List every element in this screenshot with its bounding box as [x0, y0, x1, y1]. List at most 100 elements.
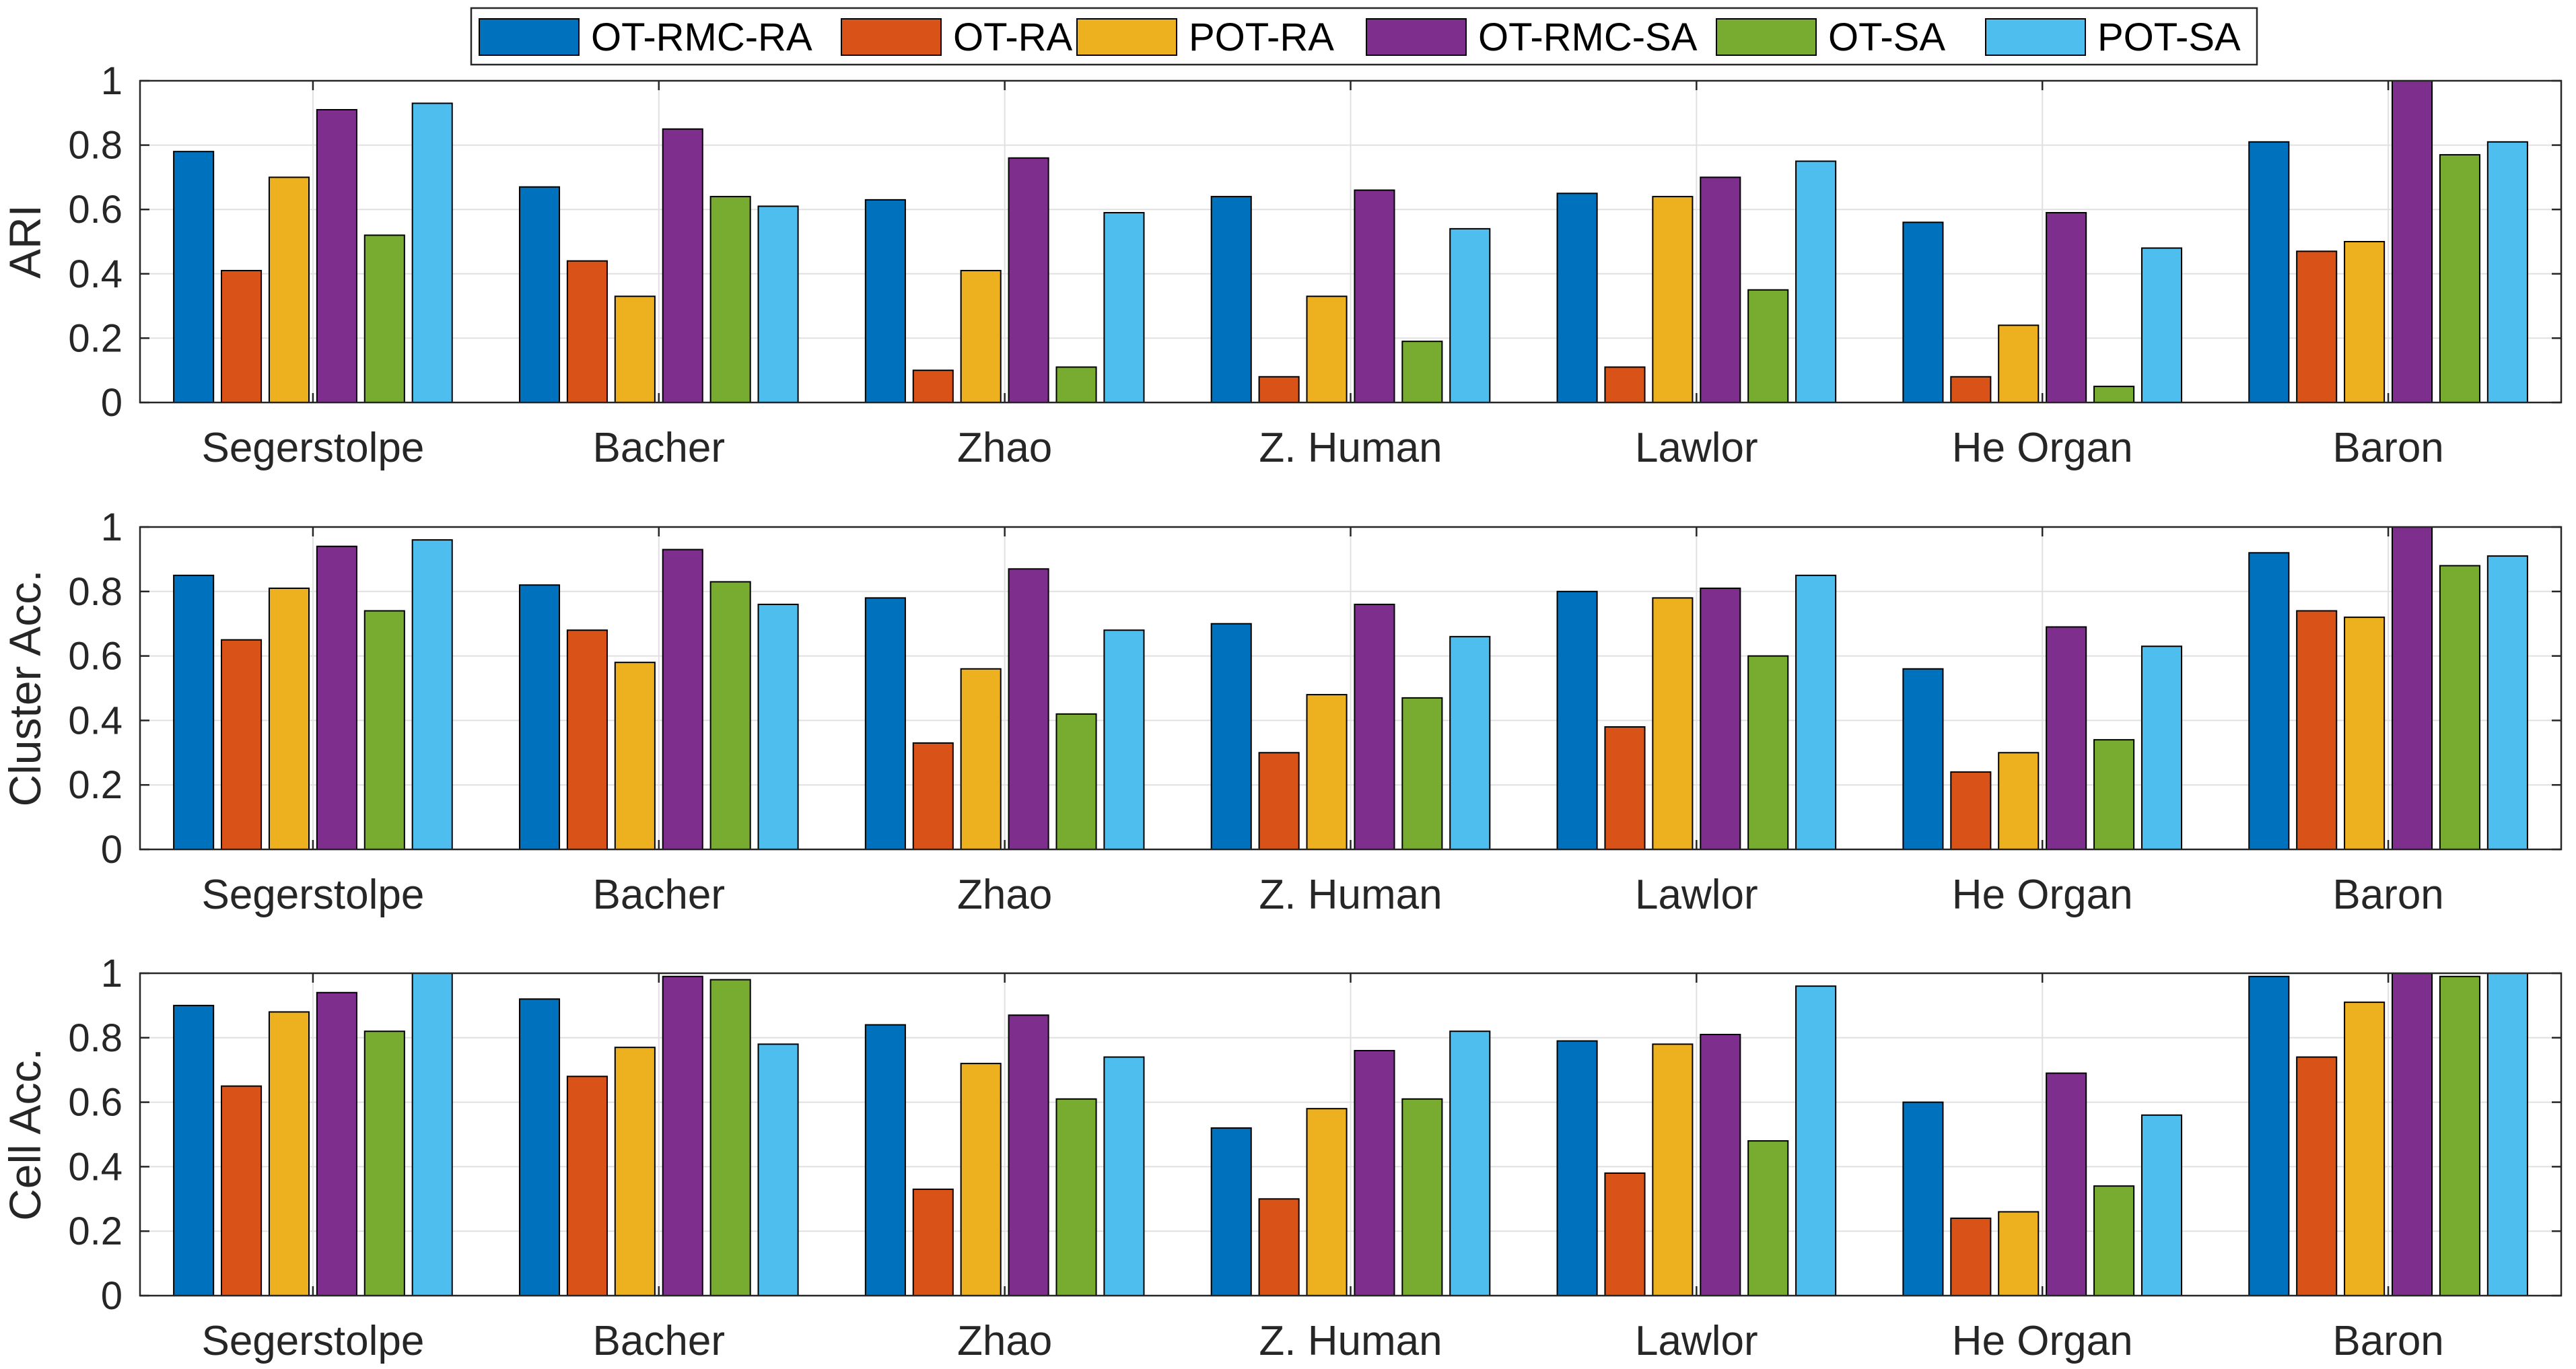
- bar-ot-rmc-ra-baron: [2248, 552, 2290, 850]
- bar-pot-sa-baron: [2486, 973, 2528, 1296]
- bar-ot-rmc-ra-z-human: [1210, 623, 1252, 850]
- bar-pot-ra-lawlor: [1652, 196, 1694, 403]
- bar-pot-sa-baron: [2486, 141, 2528, 403]
- bar-ot-sa-segerstolpe: [363, 234, 405, 403]
- legend-swatch-ot-sa: [1716, 18, 1817, 56]
- x-tick-label-baron: Baron: [2332, 872, 2443, 918]
- x-tick-label-zhao: Zhao: [957, 1318, 1052, 1364]
- bar-ot-sa-zhao: [1055, 713, 1097, 850]
- bar-pot-ra-baron: [2344, 241, 2386, 403]
- legend-swatch-ot-rmc-sa: [1366, 18, 1467, 56]
- bar-ot-rmc-sa-zhao: [1008, 157, 1049, 403]
- bar-ot-rmc-ra-bacher: [518, 998, 561, 1296]
- x-tick-label-z-human: Z. Human: [1259, 425, 1442, 471]
- series-ot-sa: [363, 975, 2480, 1297]
- x-tick-label-he-organ: He Organ: [1952, 1318, 2133, 1364]
- x-tick-label-segerstolpe: Segerstolpe: [201, 872, 424, 918]
- legend-entry-ot-rmc-sa: OT-RMC-SA: [1366, 15, 1698, 59]
- y-tick-label: 0: [101, 1274, 123, 1318]
- bar-pot-ra-lawlor: [1652, 597, 1694, 850]
- bar-pot-sa-he-organ: [2140, 645, 2183, 850]
- bar-ot-ra-z-human: [1258, 1198, 1300, 1297]
- bar-ot-sa-baron: [2439, 975, 2480, 1297]
- series-ot-sa: [363, 565, 2480, 851]
- y-tick-label: 0.2: [68, 316, 123, 360]
- series-ot-ra: [221, 610, 2338, 851]
- bar-ot-ra-he-organ: [1950, 1218, 1992, 1297]
- panel-cluster-acc: 0 0.2 0.4 0.6 0.8 1 Segerstolpe Bacher Zhao Z. Hu…: [0, 505, 2563, 918]
- bar-ot-ra-segerstolpe: [221, 639, 263, 851]
- series-pot-sa: [411, 539, 2528, 851]
- bar-ot-rmc-ra-bacher: [518, 186, 561, 403]
- bar-ot-rmc-ra-zhao: [864, 199, 906, 403]
- legend-swatch-pot-sa: [1985, 18, 2086, 56]
- legend-entry-ot-rmc-ra: OT-RMC-RA: [479, 15, 812, 59]
- legend-entry-ot-ra: OT-RA: [841, 15, 1073, 59]
- bar-ot-rmc-sa-lawlor: [1700, 1034, 1741, 1296]
- bar-ot-rmc-ra-he-organ: [1902, 668, 1944, 850]
- bar-ot-sa-zhao: [1055, 1098, 1097, 1297]
- x-tick-label-baron: Baron: [2332, 425, 2443, 471]
- x-tick-label-he-organ: He Organ: [1952, 872, 2133, 918]
- bar-ot-rmc-sa-z-human: [1354, 603, 1395, 851]
- y-tick-label: 0.2: [68, 763, 123, 807]
- bar-pot-sa-he-organ: [2140, 247, 2183, 403]
- series-ot-sa: [363, 153, 2480, 404]
- bar-ot-rmc-ra-lawlor: [1556, 590, 1598, 850]
- bar-pot-ra-segerstolpe: [268, 588, 310, 850]
- x-tick-label-zhao: Zhao: [957, 872, 1052, 918]
- bar-ot-sa-bacher: [709, 196, 751, 403]
- bar-ot-sa-he-organ: [2093, 739, 2135, 851]
- bar-ot-sa-lawlor: [1747, 289, 1789, 404]
- bar-ot-sa-bacher: [709, 581, 751, 850]
- bar-ot-ra-lawlor: [1604, 1172, 1646, 1296]
- bar-ot-rmc-sa-he-organ: [2046, 1072, 2087, 1296]
- bar-ot-rmc-sa-baron: [2391, 80, 2433, 403]
- bar-ot-sa-baron: [2439, 565, 2480, 850]
- y-tick-label: 0.4: [68, 699, 123, 742]
- bar-ot-rmc-ra-he-organ: [1902, 1101, 1944, 1296]
- y-tick-label: 0.8: [68, 124, 123, 168]
- bar-pot-sa-z-human: [1449, 635, 1491, 850]
- bar-ot-rmc-sa-bacher: [662, 128, 703, 403]
- bar-pot-sa-bacher: [757, 603, 799, 851]
- y-tick-label: 0.4: [68, 252, 123, 296]
- x-tick-label-segerstolpe: Segerstolpe: [201, 425, 424, 471]
- y-tick-label: 0: [101, 381, 123, 425]
- panel-cell-acc: 0 0.2 0.4 0.6 0.8 1 Segerstolpe Bacher Zhao Z. Hu…: [0, 952, 2563, 1364]
- bar-ot-ra-zhao: [912, 1188, 954, 1297]
- series-ot-rmc-sa: [316, 80, 2433, 404]
- x-tick-label-baron: Baron: [2332, 1318, 2443, 1364]
- bar-ot-sa-z-human: [1401, 697, 1443, 850]
- bar-ot-ra-he-organ: [1950, 376, 1992, 404]
- bar-pot-sa-zhao: [1103, 211, 1145, 403]
- y-tick-label: 1: [101, 952, 123, 995]
- series-ot-ra: [221, 1056, 2338, 1297]
- bar-pot-ra-zhao: [960, 668, 1002, 850]
- bar-ot-rmc-sa-zhao: [1008, 1014, 1049, 1297]
- bar-ot-sa-segerstolpe: [363, 1030, 405, 1296]
- bar-ot-sa-segerstolpe: [363, 610, 405, 850]
- bar-pot-ra-z-human: [1306, 694, 1348, 850]
- bar-pot-ra-z-human: [1306, 295, 1348, 404]
- bar-ot-ra-lawlor: [1604, 726, 1646, 850]
- bar-ot-ra-zhao: [912, 370, 954, 404]
- bar-ot-rmc-ra-he-organ: [1902, 221, 1944, 403]
- x-tick-label-z-human: Z. Human: [1259, 1318, 1442, 1364]
- bar-ot-rmc-ra-segerstolpe: [173, 1004, 215, 1297]
- bar-ot-rmc-sa-baron: [2391, 526, 2433, 850]
- bar-ot-rmc-ra-zhao: [864, 1024, 906, 1296]
- y-tick-label: 0.8: [68, 570, 123, 614]
- bar-ot-rmc-sa-bacher: [662, 549, 703, 851]
- bar-pot-sa-lawlor: [1795, 574, 1837, 850]
- legend-label-pot-ra: POT-RA: [1189, 15, 1334, 59]
- legend-entry-pot-sa: POT-SA: [1985, 15, 2241, 59]
- bar-pot-sa-he-organ: [2140, 1114, 2183, 1296]
- series-pot-ra: [268, 1002, 2386, 1297]
- bar-pot-ra-bacher: [614, 1047, 656, 1297]
- panels: 0 0.2 0.4 0.6 0.8 1 Segerstolpe Bacher Zhao Z. Hu…: [0, 59, 2563, 1364]
- bar-pot-sa-zhao: [1103, 629, 1145, 851]
- series-ot-rmc-ra: [173, 141, 2290, 403]
- legend-entry-ot-sa: OT-SA: [1716, 15, 1945, 59]
